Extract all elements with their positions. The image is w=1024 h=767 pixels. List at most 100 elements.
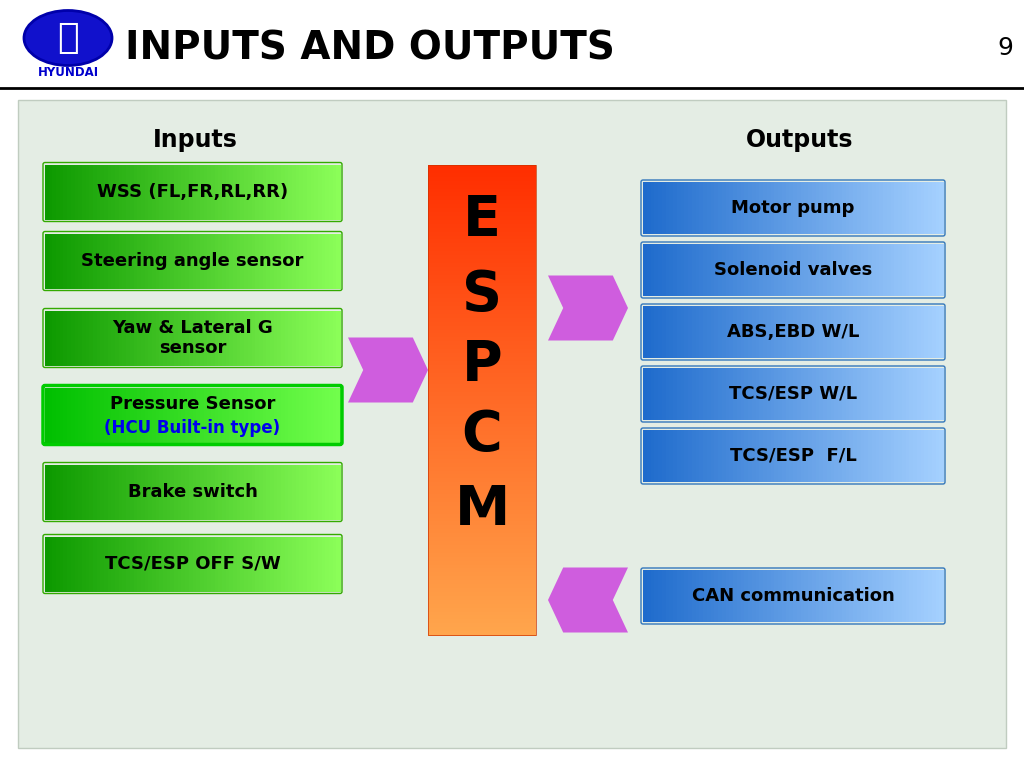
- Bar: [842, 430, 846, 482]
- Bar: [237, 233, 241, 288]
- Bar: [838, 306, 843, 358]
- Bar: [925, 306, 929, 358]
- Bar: [75, 311, 79, 366]
- Bar: [193, 387, 197, 443]
- Bar: [654, 430, 658, 482]
- Bar: [104, 233, 109, 288]
- Bar: [808, 570, 812, 622]
- Bar: [255, 387, 259, 443]
- Bar: [864, 182, 868, 234]
- Bar: [916, 430, 921, 482]
- Bar: [748, 244, 753, 296]
- Bar: [812, 244, 816, 296]
- Bar: [428, 345, 536, 350]
- Bar: [793, 182, 798, 234]
- Bar: [112, 387, 116, 443]
- Bar: [115, 536, 119, 591]
- Text: S: S: [462, 268, 502, 322]
- Bar: [336, 233, 341, 288]
- Bar: [126, 465, 130, 519]
- Bar: [853, 570, 857, 622]
- Bar: [273, 233, 278, 288]
- Bar: [197, 311, 201, 366]
- Bar: [909, 368, 913, 420]
- Bar: [307, 536, 311, 591]
- Bar: [207, 233, 211, 288]
- Bar: [774, 430, 778, 482]
- Bar: [63, 465, 68, 519]
- Bar: [178, 536, 182, 591]
- Bar: [126, 311, 130, 366]
- Bar: [289, 233, 293, 288]
- Bar: [681, 430, 685, 482]
- Bar: [289, 164, 293, 219]
- Bar: [887, 244, 891, 296]
- Bar: [838, 244, 843, 296]
- Bar: [666, 368, 670, 420]
- Bar: [170, 164, 174, 219]
- Bar: [801, 570, 805, 622]
- Bar: [860, 244, 864, 296]
- Bar: [428, 541, 536, 545]
- Bar: [181, 311, 185, 366]
- Bar: [823, 306, 827, 358]
- Bar: [733, 430, 737, 482]
- Bar: [262, 536, 266, 591]
- Bar: [801, 368, 805, 420]
- Bar: [222, 536, 226, 591]
- Bar: [793, 306, 798, 358]
- Bar: [756, 570, 760, 622]
- Bar: [703, 430, 708, 482]
- Bar: [75, 465, 79, 519]
- Bar: [188, 465, 193, 519]
- Bar: [292, 164, 296, 219]
- Bar: [871, 368, 876, 420]
- Bar: [756, 430, 760, 482]
- Bar: [868, 430, 872, 482]
- Bar: [650, 182, 654, 234]
- Bar: [428, 349, 536, 354]
- Bar: [45, 387, 49, 443]
- Bar: [801, 244, 805, 296]
- Bar: [428, 388, 536, 393]
- Bar: [141, 311, 145, 366]
- Bar: [428, 420, 536, 424]
- Bar: [428, 463, 536, 467]
- Bar: [211, 233, 215, 288]
- Bar: [193, 164, 197, 219]
- Bar: [229, 233, 233, 288]
- Bar: [752, 244, 756, 296]
- Bar: [883, 570, 887, 622]
- Bar: [163, 311, 167, 366]
- Bar: [835, 430, 839, 482]
- Bar: [428, 330, 536, 334]
- Bar: [336, 164, 341, 219]
- Bar: [826, 244, 831, 296]
- Bar: [916, 182, 921, 234]
- Bar: [703, 182, 708, 234]
- Bar: [428, 396, 536, 400]
- Bar: [148, 164, 153, 219]
- Bar: [819, 570, 823, 622]
- Bar: [233, 311, 238, 366]
- Bar: [428, 325, 536, 330]
- Bar: [722, 570, 726, 622]
- Bar: [666, 244, 670, 296]
- Bar: [778, 368, 782, 420]
- Bar: [59, 233, 63, 288]
- Bar: [59, 311, 63, 366]
- Bar: [292, 465, 296, 519]
- Bar: [119, 311, 123, 366]
- Bar: [296, 233, 300, 288]
- Bar: [237, 164, 241, 219]
- Bar: [939, 430, 943, 482]
- Bar: [790, 182, 794, 234]
- Bar: [868, 306, 872, 358]
- Bar: [650, 244, 654, 296]
- Bar: [684, 430, 688, 482]
- Bar: [108, 164, 112, 219]
- Bar: [200, 233, 204, 288]
- Bar: [774, 306, 778, 358]
- Bar: [736, 430, 741, 482]
- Bar: [68, 311, 72, 366]
